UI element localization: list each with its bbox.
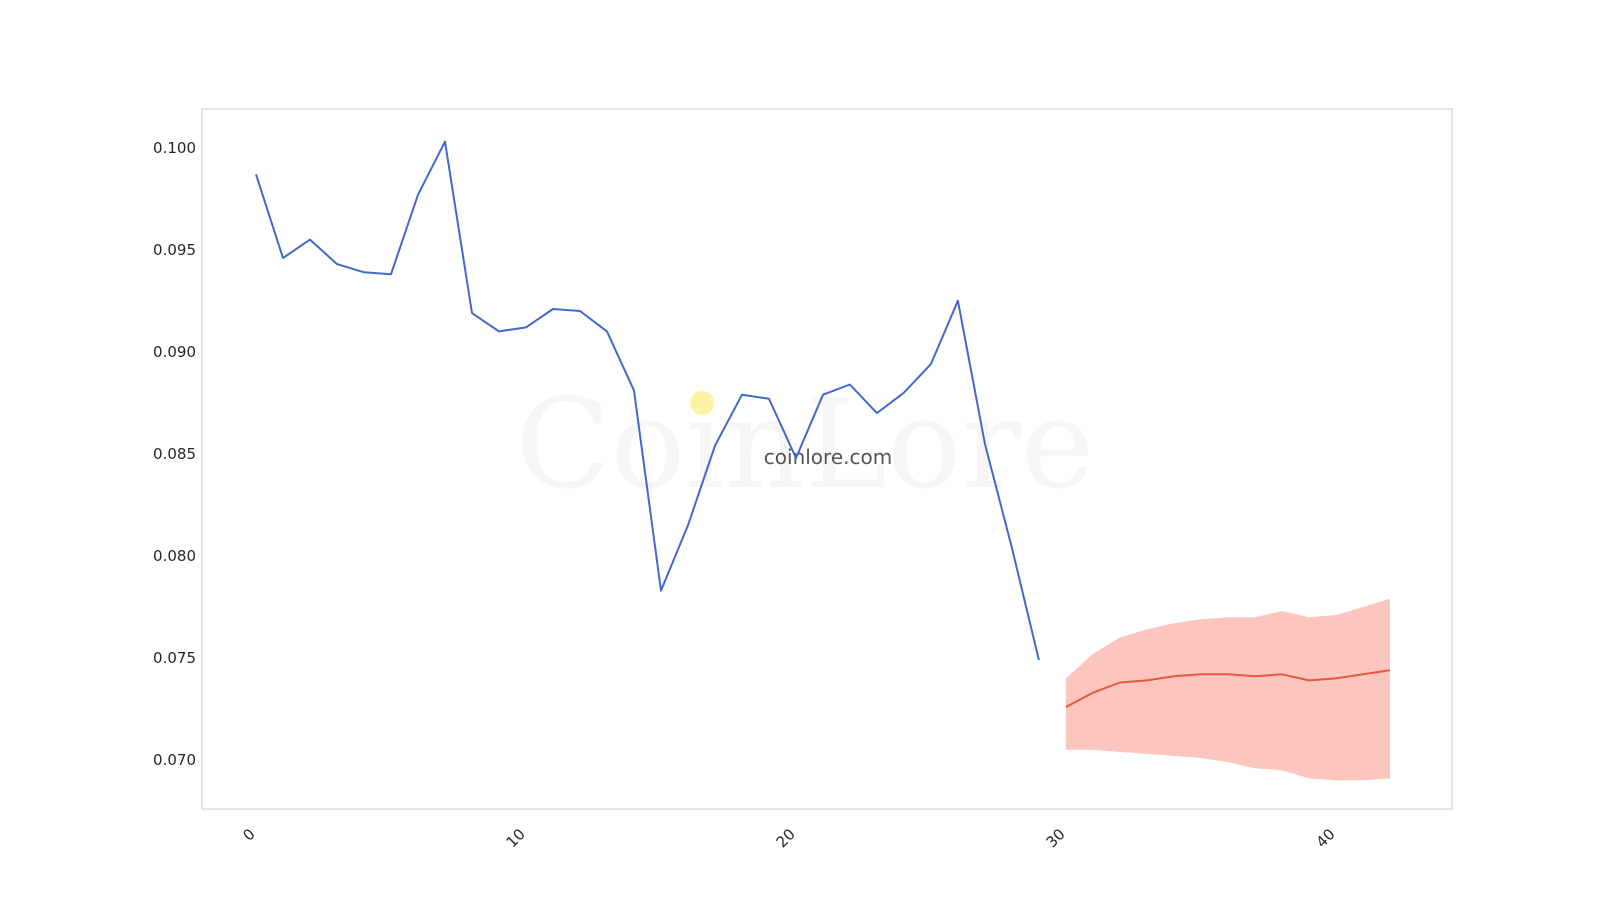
watermark: CoinLore coinlore.com [516, 373, 1095, 517]
x-tick-label: 10 [503, 825, 529, 851]
forecast-confidence-band [1065, 598, 1390, 781]
y-tick-label: 0.070 [153, 751, 196, 769]
x-tick-label: 30 [1042, 825, 1068, 851]
watermark-dot [690, 391, 714, 415]
y-tick-label: 0.080 [153, 547, 196, 565]
x-tick-label: 20 [773, 825, 799, 851]
y-tick-label: 0.095 [153, 241, 196, 259]
x-tick-label: 0 [239, 825, 258, 844]
plot-layer [255, 140, 1391, 781]
x-tick-label: 40 [1312, 825, 1338, 851]
y-tick-label: 0.075 [153, 649, 196, 667]
price-forecast-line [1065, 669, 1391, 708]
y-axis: 0.070 0.075 0.080 0.085 0.090 0.095 0.100 [153, 139, 196, 769]
watermark-site-text: coinlore.com [764, 445, 892, 469]
price-history-line [255, 140, 1040, 661]
y-tick-label: 0.085 [153, 445, 196, 463]
x-axis: 0 10 20 30 40 [239, 825, 1338, 851]
y-tick-label: 0.090 [153, 343, 196, 361]
y-tick-label: 0.100 [153, 139, 196, 157]
